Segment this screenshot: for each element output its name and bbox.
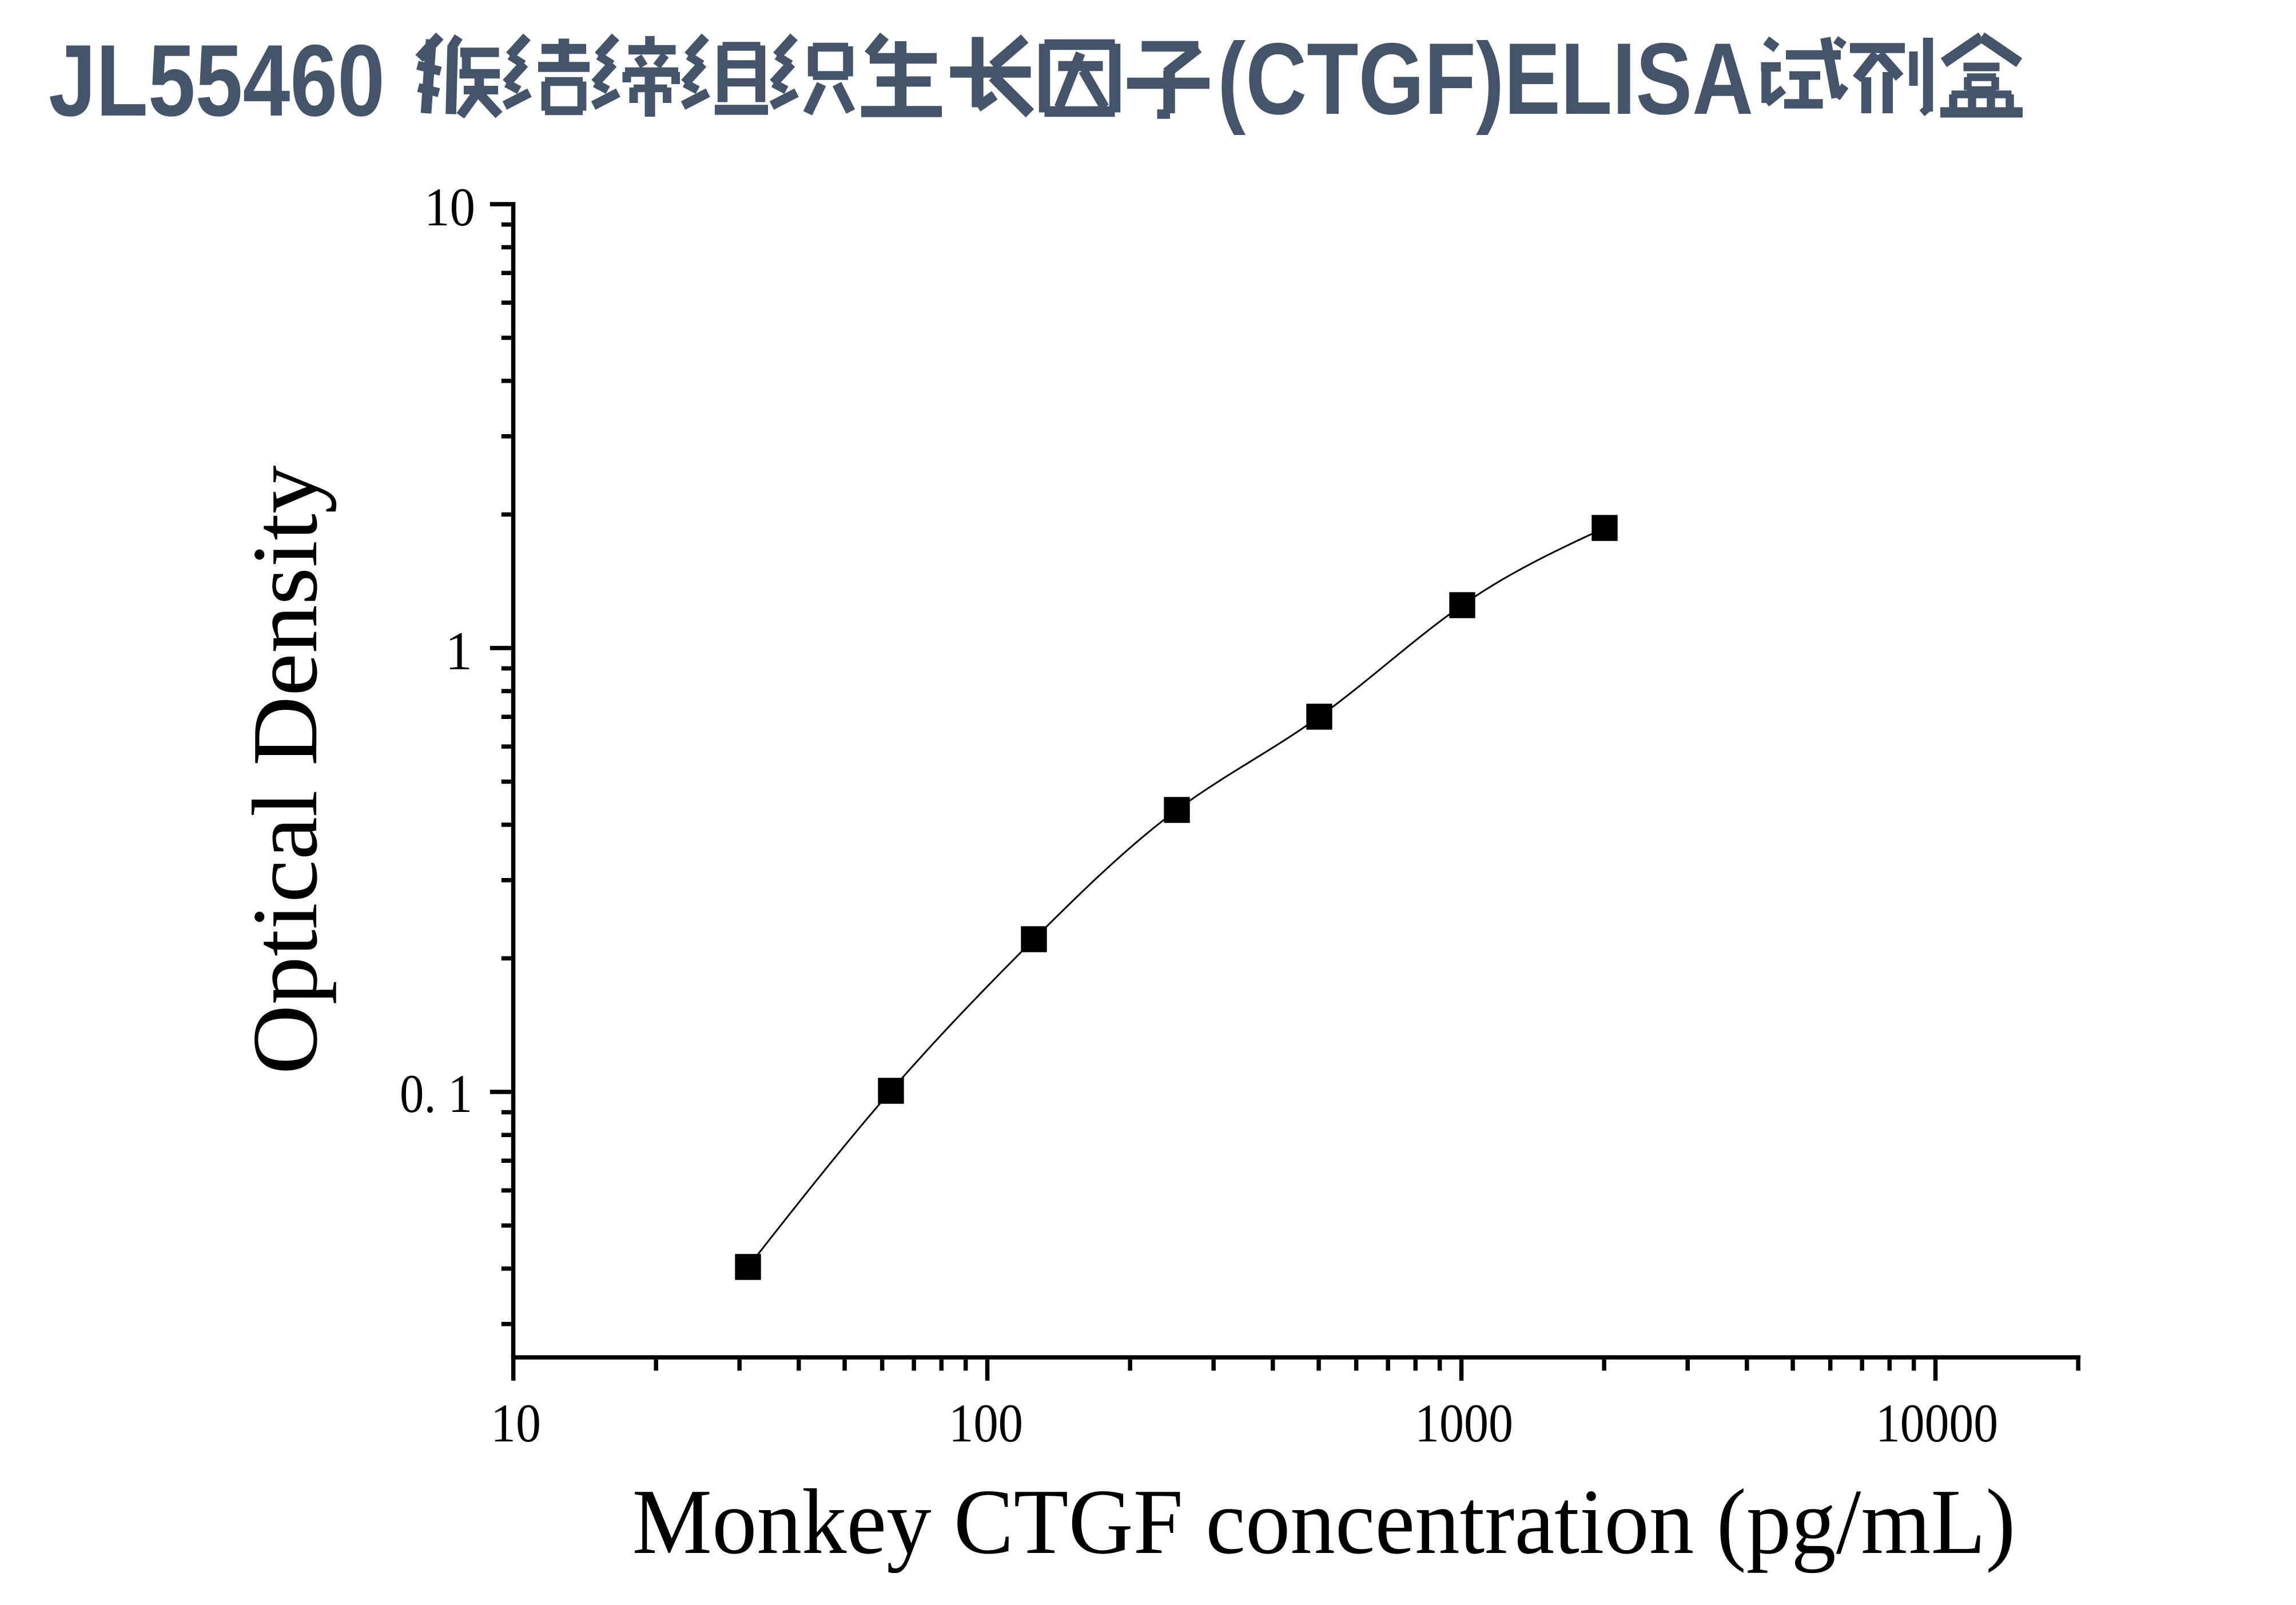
svg-text:10: 10	[491, 1393, 541, 1453]
svg-text:0. 1: 0. 1	[400, 1063, 472, 1124]
svg-text:JL55460: JL55460	[49, 23, 385, 137]
svg-text:(CTGF)ELISA: (CTGF)ELISA	[1217, 22, 1753, 136]
svg-text:Monkey CTGF concentration (pg/: Monkey CTGF concentration (pg/mL)	[632, 1471, 2016, 1574]
svg-text:10: 10	[424, 177, 475, 237]
svg-text:10000: 10000	[1876, 1393, 1998, 1453]
svg-text:100: 100	[949, 1393, 1023, 1453]
svg-text:1000: 1000	[1415, 1393, 1513, 1453]
svg-text:Optical Density: Optical Density	[234, 466, 337, 1075]
svg-text:1: 1	[445, 621, 473, 681]
